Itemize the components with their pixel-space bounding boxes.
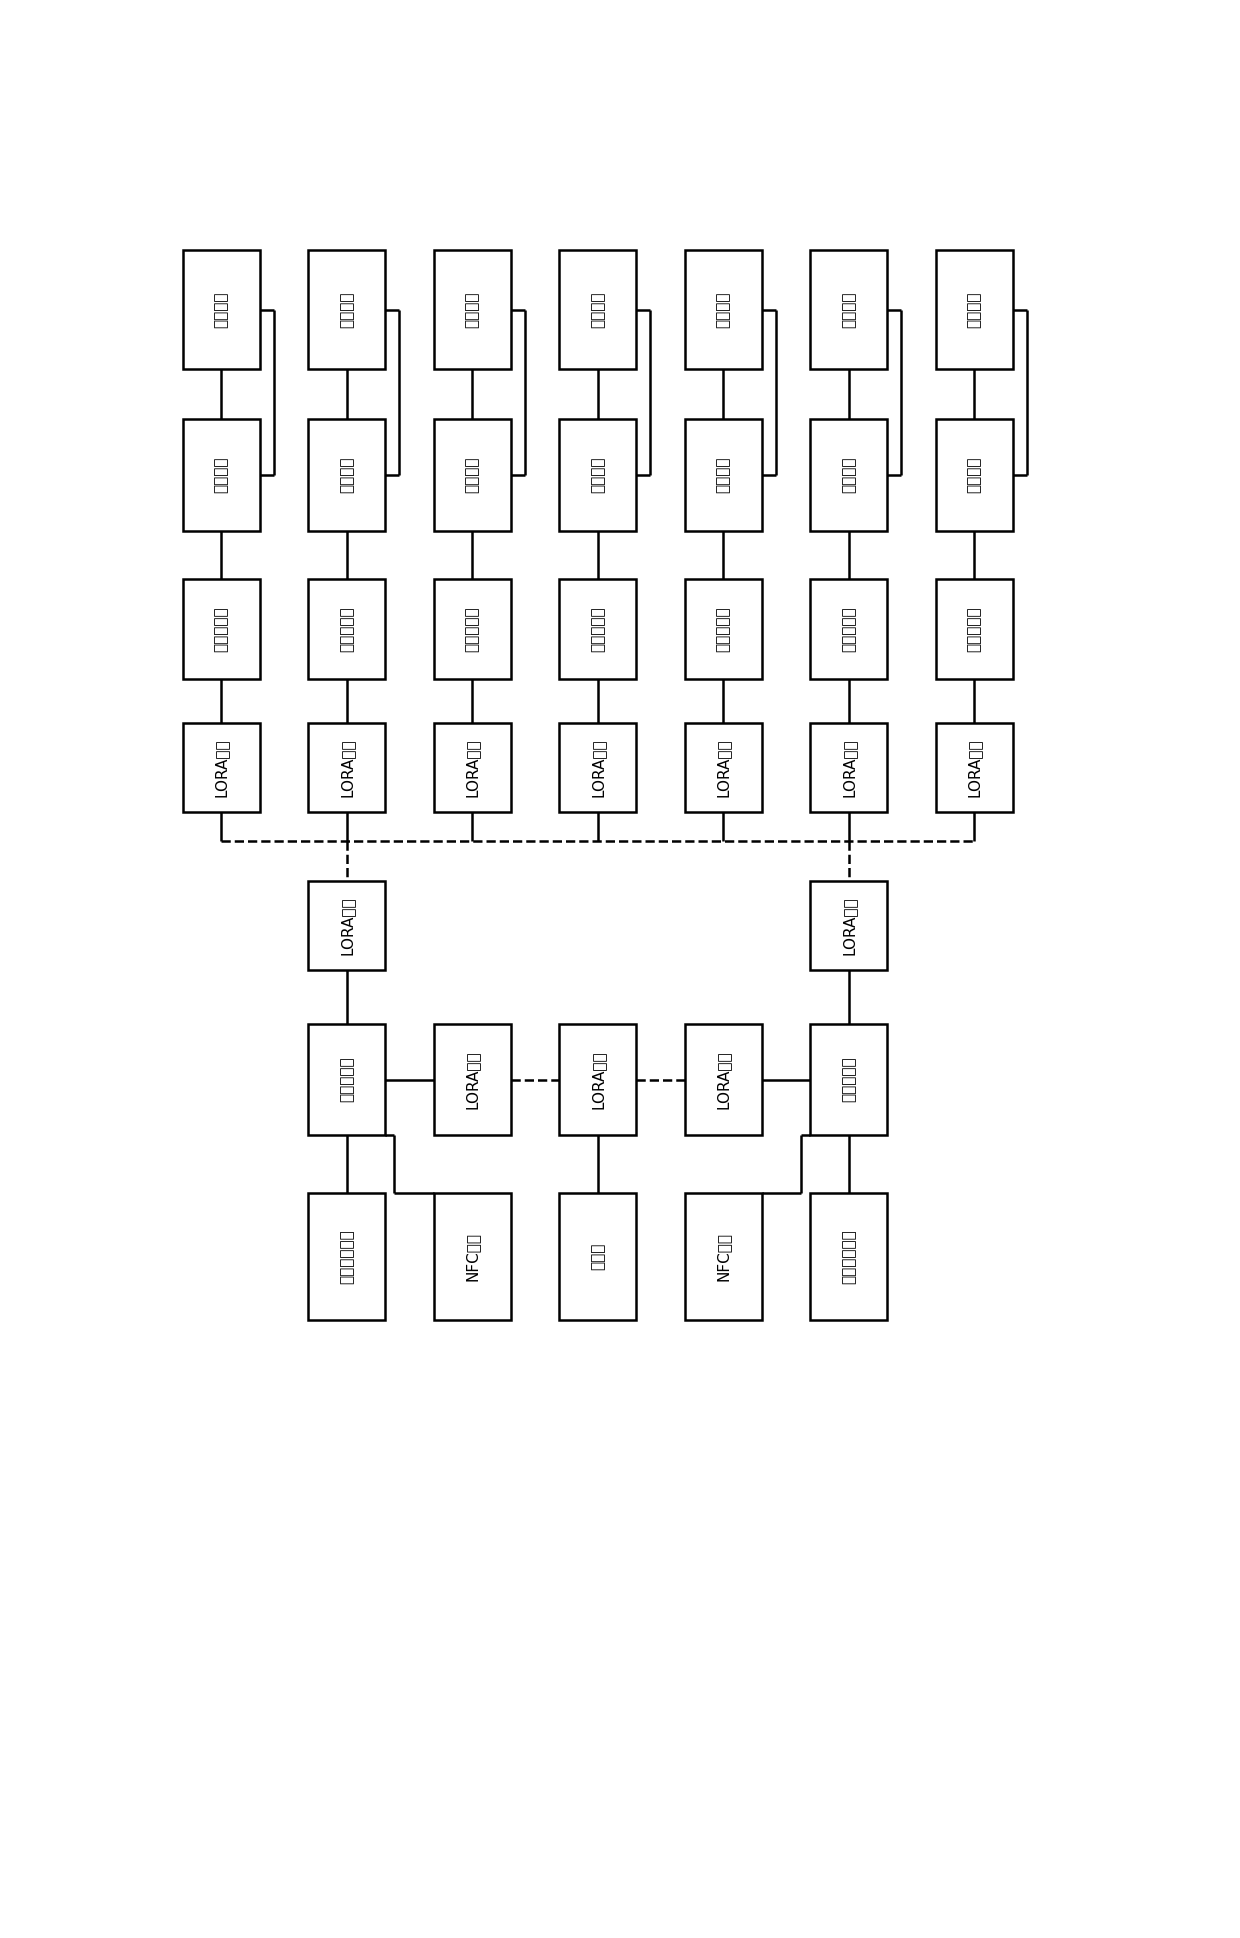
Text: 末端控制器: 末端控制器 [841,607,857,651]
Text: LORA模块: LORA模块 [465,1050,480,1109]
Text: 加热模组: 加热模组 [715,457,730,494]
FancyBboxPatch shape [684,1023,761,1136]
Text: 加热模组: 加热模组 [841,457,857,494]
Text: LORA模块: LORA模块 [340,895,355,955]
Text: 末端控制器: 末端控制器 [340,607,355,651]
Text: 末端控制器: 末端控制器 [715,607,730,651]
FancyBboxPatch shape [684,250,761,370]
FancyBboxPatch shape [309,723,386,812]
FancyBboxPatch shape [309,579,386,678]
FancyBboxPatch shape [936,250,1013,370]
Text: 喂料装置: 喂料装置 [340,291,355,328]
FancyBboxPatch shape [810,1194,888,1320]
Text: 温湿度传感器: 温湿度传感器 [841,1229,857,1285]
FancyBboxPatch shape [309,419,386,531]
FancyBboxPatch shape [684,1194,761,1320]
FancyBboxPatch shape [559,723,636,812]
FancyBboxPatch shape [559,250,636,370]
Text: 加热模组: 加热模组 [340,457,355,494]
FancyBboxPatch shape [434,1194,511,1320]
FancyBboxPatch shape [810,1023,888,1136]
FancyBboxPatch shape [810,419,888,531]
FancyBboxPatch shape [309,1023,386,1136]
Text: 末端控制器: 末端控制器 [213,607,228,651]
Text: 末端控制器: 末端控制器 [967,607,982,651]
Text: 总控台: 总控台 [590,1242,605,1269]
Text: 喂料装置: 喂料装置 [590,291,605,328]
FancyBboxPatch shape [810,250,888,370]
FancyBboxPatch shape [684,723,761,812]
Text: 节点控制器: 节点控制器 [841,1056,857,1103]
FancyBboxPatch shape [559,579,636,678]
FancyBboxPatch shape [309,250,386,370]
FancyBboxPatch shape [559,1023,636,1136]
Text: LORA模块: LORA模块 [213,738,228,797]
Text: LORA模块: LORA模块 [590,738,605,797]
Text: LORA模块: LORA模块 [715,738,730,797]
FancyBboxPatch shape [936,723,1013,812]
FancyBboxPatch shape [434,579,511,678]
FancyBboxPatch shape [434,419,511,531]
FancyBboxPatch shape [434,250,511,370]
Text: 温湿度传感器: 温湿度传感器 [340,1229,355,1285]
Text: 末端控制器: 末端控制器 [590,607,605,651]
Text: 加热模组: 加热模组 [967,457,982,494]
Text: NFC模块: NFC模块 [465,1233,480,1281]
FancyBboxPatch shape [309,1194,386,1320]
Text: 节点控制器: 节点控制器 [340,1056,355,1103]
FancyBboxPatch shape [309,882,386,969]
Text: LORA模块: LORA模块 [340,738,355,797]
FancyBboxPatch shape [434,1023,511,1136]
FancyBboxPatch shape [810,579,888,678]
FancyBboxPatch shape [182,250,259,370]
FancyBboxPatch shape [559,1194,636,1320]
FancyBboxPatch shape [810,723,888,812]
Text: 喂料装置: 喂料装置 [213,291,228,328]
FancyBboxPatch shape [559,419,636,531]
Text: 喂料装置: 喂料装置 [841,291,857,328]
Text: LORA模块: LORA模块 [967,738,982,797]
FancyBboxPatch shape [684,419,761,531]
Text: LORA模块: LORA模块 [465,738,480,797]
Text: LORA模块: LORA模块 [715,1050,730,1109]
Text: 喂料装置: 喂料装置 [967,291,982,328]
FancyBboxPatch shape [684,579,761,678]
Text: 加热模组: 加热模组 [590,457,605,494]
FancyBboxPatch shape [182,419,259,531]
Text: 加热模组: 加热模组 [213,457,228,494]
FancyBboxPatch shape [810,882,888,969]
FancyBboxPatch shape [936,419,1013,531]
Text: LORA模块: LORA模块 [841,738,857,797]
Text: 喂料装置: 喂料装置 [715,291,730,328]
Text: NFC模块: NFC模块 [715,1233,730,1281]
Text: 末端控制器: 末端控制器 [465,607,480,651]
Text: 加热模组: 加热模组 [465,457,480,494]
Text: LORA模块: LORA模块 [841,895,857,955]
FancyBboxPatch shape [434,723,511,812]
FancyBboxPatch shape [182,723,259,812]
Text: LORA网关: LORA网关 [590,1050,605,1109]
Text: 喂料装置: 喂料装置 [465,291,480,328]
FancyBboxPatch shape [936,579,1013,678]
FancyBboxPatch shape [182,579,259,678]
